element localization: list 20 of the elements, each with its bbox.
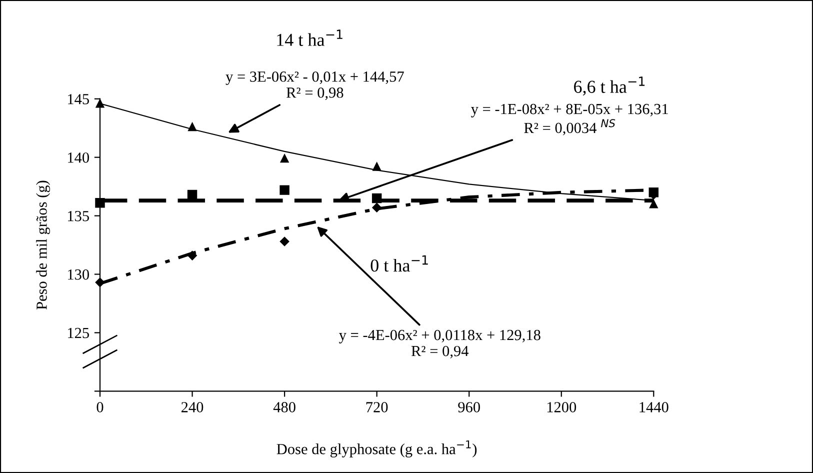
x-tick-label: 480: [273, 402, 296, 412]
x-tick-label: 1200: [547, 402, 576, 412]
annotation: y = -1E-08x² + 8E-05x + 136,31 R² = 0,0034 $^{NS}$: [471, 104, 668, 136]
y-tick-label: 140: [68, 152, 89, 163]
y-tick-label: 145: [68, 94, 89, 104]
x-tick-label: 1440: [640, 402, 668, 412]
y-axis-title: Peso de mil grãos (g): [36, 180, 50, 310]
y-tick-label: 135: [68, 210, 89, 222]
x-tick-label: 960: [458, 402, 480, 412]
x-tick-label: 240: [181, 402, 204, 412]
annotation: y = 3E-06x² - 0,01x + 144,57 R² = 0,98: [226, 71, 404, 100]
y-tick-label: 130: [68, 269, 89, 280]
text: 6,6 t ha$^{−1}$: [574, 76, 645, 96]
x-axis-title: Dose de glyphosate (g e.a. ha$^{−1}$): [276, 440, 477, 458]
x-tick-label: 0: [96, 402, 104, 412]
x-tick-label: 720: [366, 402, 388, 412]
y-tick-label: 125: [68, 328, 89, 338]
text: 14 t ha$^{−1}$: [277, 30, 342, 46]
annotation: y = -4E-06x² + 0,0118x + 129,18 R² = 0,94: [339, 330, 540, 358]
annotation: 0 t ha$^{−1}$: [370, 255, 428, 272]
